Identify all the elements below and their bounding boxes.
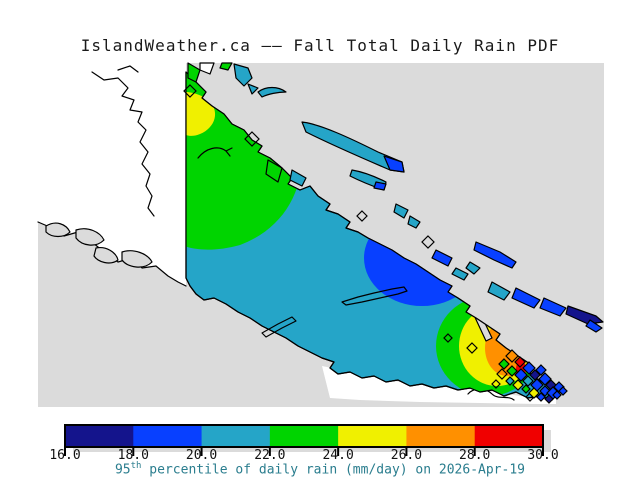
denman-island	[393, 203, 409, 219]
no-data-region	[38, 63, 186, 286]
tick-label: 22.0	[254, 448, 286, 463]
contour-nw-24-26	[186, 92, 215, 136]
nitinat-lake	[261, 316, 297, 338]
station-marker	[356, 210, 368, 222]
gulf-island-1	[473, 241, 517, 269]
colorbar-ticks	[64, 447, 544, 456]
lasqueti-tip	[373, 181, 387, 191]
inlet-4	[121, 250, 153, 268]
colorbar-segments	[65, 425, 544, 447]
gulf-island-3	[487, 281, 511, 301]
islet-mid-green	[265, 159, 283, 183]
caption-rest: percentile of daily rain (mm/day) on 202…	[141, 462, 525, 478]
tick-label: 26.0	[390, 448, 423, 463]
valdes-island	[451, 267, 469, 281]
gulf-island-7	[585, 319, 603, 333]
station-marker	[552, 390, 562, 400]
islet-top-green-1	[187, 62, 201, 83]
station-marker	[522, 375, 534, 387]
station-markers	[183, 84, 568, 404]
station-marker	[183, 84, 197, 98]
station-marker	[443, 333, 453, 343]
station-marker	[505, 349, 519, 363]
colorbar-segment	[269, 425, 339, 447]
station-marker	[529, 369, 541, 381]
colorbar-segment	[338, 425, 407, 447]
gulf-island-5	[539, 297, 567, 317]
station-marker	[536, 392, 546, 402]
north-river	[197, 147, 233, 159]
tick-label: 28.0	[459, 448, 491, 463]
islet-top-white	[199, 62, 215, 75]
tick-label: 16.0	[49, 448, 81, 463]
colorbar-segment	[65, 425, 134, 447]
gulf-island-4	[511, 287, 541, 309]
station-marker	[514, 368, 528, 382]
tick-label: 30.0	[527, 448, 559, 463]
islet-top-green-2	[219, 62, 233, 71]
station-marker	[538, 372, 552, 386]
tick-label: 20.0	[185, 448, 218, 463]
islet-crescent	[257, 86, 287, 98]
colorbar-segment	[201, 425, 271, 447]
inlet-1	[45, 222, 71, 238]
inlet-3	[93, 247, 119, 264]
station-marker	[466, 342, 478, 354]
station-marker	[496, 368, 508, 380]
tick-label: 24.0	[322, 448, 354, 463]
islet-top-teal-1	[233, 63, 253, 87]
islet-mid-teal	[289, 169, 307, 187]
north-coast-squiggle	[91, 71, 155, 217]
station-marker	[506, 365, 518, 377]
texada-tip	[383, 155, 405, 173]
station-marker	[505, 376, 515, 386]
colorbar-segment	[133, 425, 203, 447]
station-marker	[558, 386, 568, 396]
gulf-island-2	[465, 261, 481, 275]
colorbar	[64, 424, 551, 456]
station-marker	[512, 379, 524, 391]
station-marker	[421, 235, 435, 249]
station-marker	[528, 387, 540, 399]
station-marker	[498, 358, 510, 370]
colorbar-tick-labels: 16.0 18.0 20.0 22.0 24.0 26.0 28.0 30.0	[0, 448, 640, 463]
station-marker	[535, 364, 547, 376]
tick-label: 18.0	[117, 448, 149, 463]
inlet-2	[75, 228, 105, 246]
station-marker	[521, 384, 531, 394]
colorbar-caption: 95th percentile of daily rain (mm/day) o…	[0, 461, 640, 477]
station-marker	[244, 131, 260, 147]
cowichan-lake	[341, 286, 408, 306]
caption-sup: th	[130, 461, 142, 471]
station-marker	[522, 361, 536, 375]
islet-top-teal-2	[247, 83, 259, 95]
north-tip-squiggle	[117, 65, 139, 73]
station-marker	[491, 379, 501, 389]
page-title: IslandWeather.ca —— Fall Total Daily Rai…	[80, 36, 560, 55]
station-marker	[544, 394, 554, 404]
caption-base: 95	[114, 462, 131, 478]
colorbar-border	[64, 424, 544, 448]
gabriola-island	[431, 249, 453, 267]
colorbar-segment	[406, 425, 476, 447]
hornby-island	[407, 215, 421, 229]
south-no-data-strip	[322, 366, 556, 404]
colorbar-segment	[474, 425, 544, 447]
station-marker	[514, 356, 526, 368]
